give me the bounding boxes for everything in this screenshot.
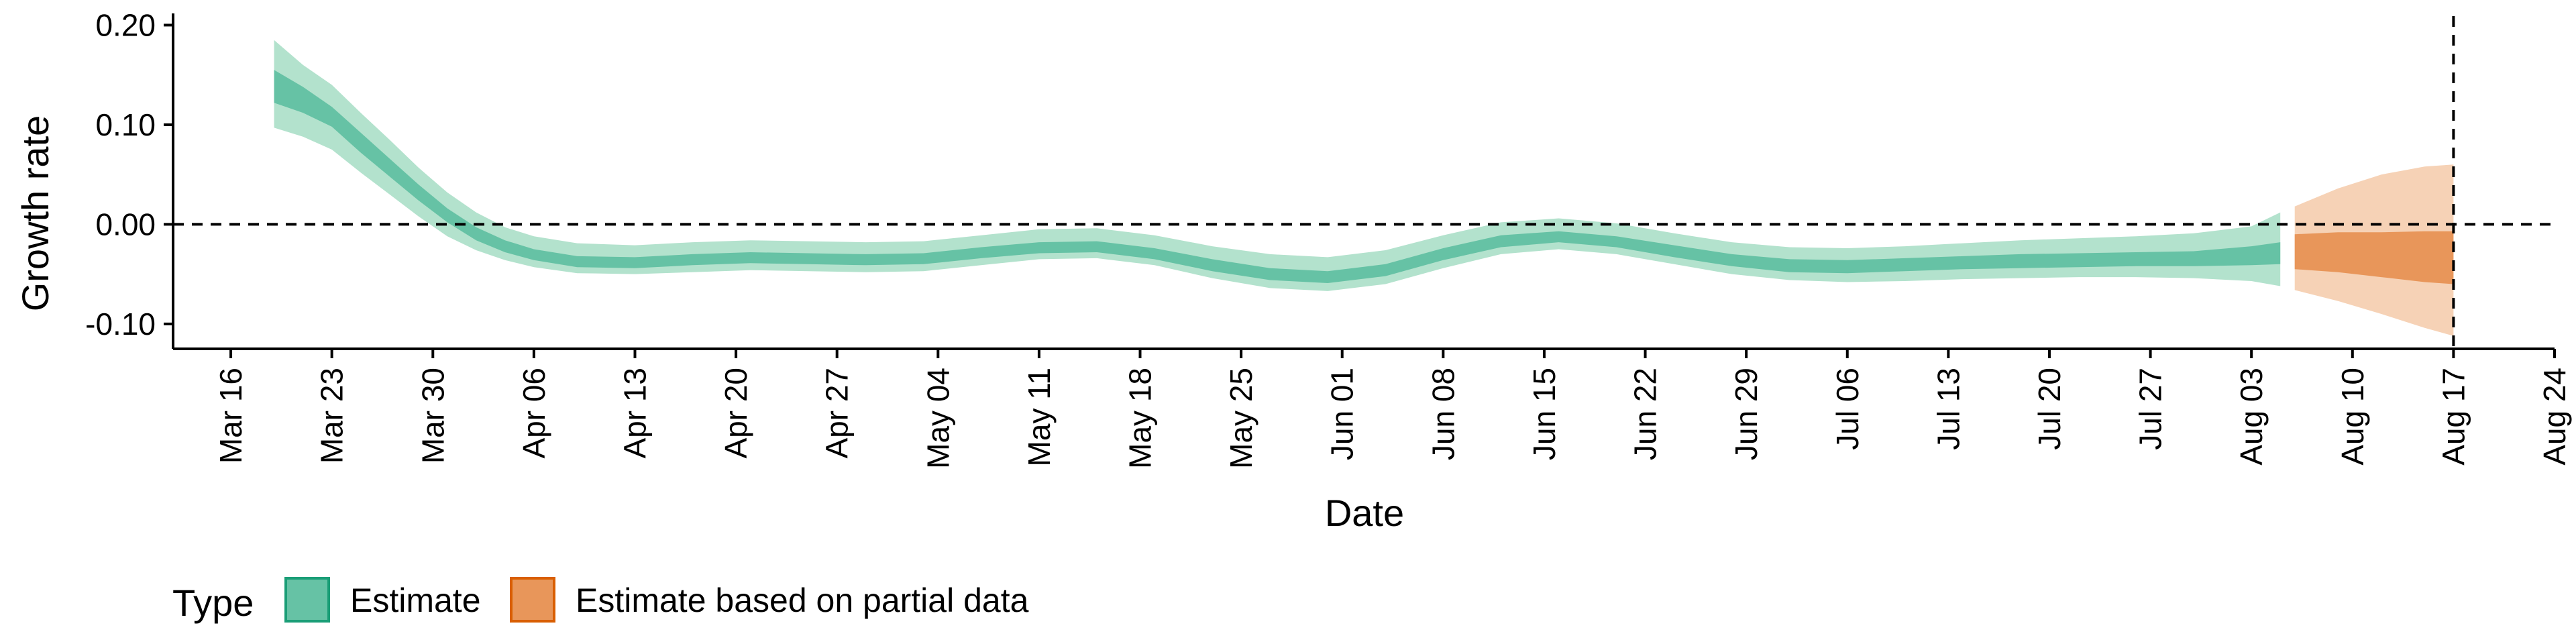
axes: 0.20 0.10 0.00 -0.10 Mar 16 Mar 23 Mar 30 Apr 0… bbox=[85, 7, 2572, 468]
y-tick-label: 0.20 bbox=[95, 7, 156, 42]
x-tick-label: Jul 20 bbox=[2032, 368, 2067, 450]
x-tick-label: Apr 06 bbox=[517, 368, 551, 459]
y-tick-label: 0.00 bbox=[95, 207, 156, 241]
legend-key-partial-estimate bbox=[510, 577, 555, 623]
legend-key-estimate bbox=[284, 577, 330, 623]
x-tick-label: Aug 03 bbox=[2234, 368, 2269, 466]
x-tick-label: Jun 08 bbox=[1426, 368, 1460, 460]
legend: Type Estimate Estimate based on partial d… bbox=[172, 577, 1029, 624]
x-tick-label: May 18 bbox=[1123, 368, 1158, 469]
x-tick-label: Jun 15 bbox=[1527, 368, 1562, 460]
x-axis-title: Date bbox=[1325, 492, 1404, 534]
x-tick-label: Jul 06 bbox=[1830, 368, 1865, 450]
estimate-inner-band bbox=[274, 70, 2281, 283]
x-tick-label: Jun 01 bbox=[1325, 368, 1360, 460]
x-tick-label: Mar 23 bbox=[315, 368, 350, 464]
legend-label-estimate: Estimate bbox=[350, 582, 481, 619]
x-tick-label: Apr 13 bbox=[618, 368, 653, 459]
legend-title: Type bbox=[172, 582, 254, 624]
x-tick-label: Apr 20 bbox=[718, 368, 753, 459]
x-tick-label: Jul 13 bbox=[1931, 368, 1966, 450]
x-tick-label: May 11 bbox=[1022, 368, 1057, 466]
y-tick-label: 0.10 bbox=[95, 107, 156, 142]
y-axis-title: Growth rate bbox=[14, 115, 56, 312]
x-tick-label: Jul 27 bbox=[2133, 368, 2168, 450]
plot-area bbox=[173, 16, 2555, 349]
x-tick-label: Aug 24 bbox=[2537, 368, 2572, 466]
x-tick-label: Apr 27 bbox=[820, 368, 855, 459]
x-tick-label: May 25 bbox=[1224, 368, 1258, 469]
legend-label-partial-estimate: Estimate based on partial data bbox=[576, 582, 1029, 619]
y-tick-label: -0.10 bbox=[85, 307, 156, 341]
x-tick-label: Mar 16 bbox=[213, 368, 248, 464]
x-tick-label: Jun 29 bbox=[1729, 368, 1764, 460]
estimate-outer-band bbox=[274, 40, 2281, 291]
partial-estimate-inner-band bbox=[2294, 231, 2454, 284]
x-tick-label: Aug 10 bbox=[2335, 368, 2370, 466]
x-tick-label: Mar 30 bbox=[415, 368, 450, 464]
x-tick-label: Jun 22 bbox=[1628, 368, 1663, 460]
x-tick-label: Aug 17 bbox=[2436, 368, 2471, 466]
x-tick-label: May 04 bbox=[920, 368, 955, 469]
